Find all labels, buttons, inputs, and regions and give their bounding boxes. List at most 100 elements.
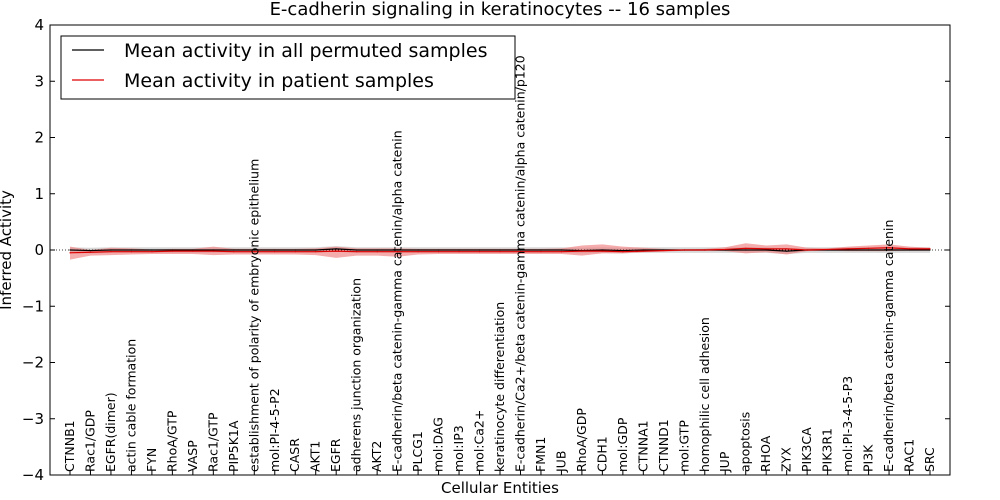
- point-patient: [765, 248, 767, 250]
- y-axis-label: Inferred Activity: [0, 190, 15, 310]
- y-tick-label: −4: [22, 466, 44, 484]
- x-tick-label: FYN: [144, 448, 159, 472]
- plot-frame: [49, 24, 951, 476]
- point-patient: [929, 248, 931, 250]
- x-tick-label: VASP: [185, 440, 200, 472]
- point-patient: [888, 247, 890, 249]
- x-tick-label: CTNNB1: [62, 420, 77, 472]
- x-tick-label: AKT1: [308, 441, 323, 472]
- point-permuted: [233, 249, 235, 251]
- point-patient: [130, 251, 133, 253]
- legend-box: [60, 35, 516, 100]
- point-permuted: [212, 249, 214, 251]
- point-permuted: [315, 249, 317, 251]
- point-permuted: [908, 249, 911, 251]
- y-tick-label: −2: [22, 354, 44, 372]
- x-tick-label: establishment of polarity of embryonic e…: [246, 159, 261, 472]
- legend-label-permuted: Mean activity in all permuted samples: [124, 40, 487, 62]
- point-permuted: [89, 249, 92, 252]
- point-patient: [110, 251, 112, 253]
- x-tick-label: E-cadherin/Ca2+/beta catenin-gamma caten…: [512, 55, 527, 472]
- point-patient: [356, 251, 358, 253]
- point-patient: [192, 250, 194, 252]
- y-tick-label: −3: [22, 410, 44, 428]
- x-tick-label: PIK3CA: [799, 427, 814, 472]
- y-axis-ticks: −4 −3 −2 −1 0 1 2 3 4: [22, 16, 950, 484]
- point-patient: [745, 247, 747, 249]
- point-permuted: [376, 249, 378, 251]
- point-permuted: [458, 249, 460, 251]
- x-tick-label: mol:Ca2+: [472, 410, 487, 472]
- point-permuted: [192, 249, 194, 251]
- x-tick-label: adherens junction organization: [349, 278, 364, 472]
- x-tick-label: keratinocyte differentiation: [492, 302, 507, 472]
- point-permuted: [519, 249, 522, 251]
- y-tick-label: 3: [34, 72, 44, 90]
- x-tick-label: RhoA/GDP: [574, 408, 589, 472]
- x-tick-label: apoptosis: [738, 412, 753, 472]
- point-patient: [294, 251, 296, 253]
- point-patient: [806, 249, 808, 251]
- point-permuted: [499, 249, 501, 251]
- point-permuted: [294, 249, 296, 251]
- point-patient: [151, 251, 153, 253]
- point-permuted: [274, 249, 276, 251]
- x-tick-label: AKT2: [369, 441, 384, 472]
- legend: Mean activity in all permuted samples Me…: [60, 35, 516, 100]
- point-patient: [622, 251, 624, 253]
- x-tick-label: PI3K: [861, 444, 876, 472]
- point-permuted: [560, 249, 563, 251]
- x-tick-label: mol:PI-3-4-5-P3: [840, 376, 855, 472]
- x-tick-label: SRC: [922, 447, 937, 472]
- x-tick-label: homophilic cell adhesion: [697, 317, 712, 472]
- point-permuted: [745, 249, 747, 251]
- x-tick-label: actin cable formation: [123, 339, 138, 472]
- x-axis-label: Cellular Entities: [441, 479, 559, 497]
- x-tick-label: mol:PI-4-5-P2: [267, 388, 282, 472]
- x-tick-label: E-cadherin/beta catenin-gamma catenin: [881, 220, 896, 472]
- x-tick-label: RHOA: [758, 435, 773, 472]
- point-permuted: [847, 249, 849, 251]
- point-patient: [704, 249, 706, 251]
- point-patient: [642, 250, 644, 252]
- point-patient: [437, 251, 440, 253]
- x-tick-label: CASR: [287, 438, 302, 472]
- point-patient: [867, 247, 870, 249]
- legend-label-patient: Mean activity in patient samples: [124, 70, 434, 92]
- point-patient: [335, 250, 337, 252]
- point-patient: [458, 251, 460, 253]
- x-tick-label: E-cadherin/beta catenin-gamma catenin/al…: [390, 130, 405, 472]
- point-patient: [560, 251, 563, 253]
- point-permuted: [335, 248, 337, 250]
- point-permuted: [540, 249, 542, 251]
- chart-title: E-cadherin signaling in keratinocytes --…: [270, 0, 731, 20]
- x-tick-label: Rac1/GDP: [82, 410, 97, 472]
- x-tick-label: EGFR: [328, 438, 343, 472]
- x-tick-label: CTNNA1: [635, 420, 650, 472]
- point-permuted: [356, 249, 358, 251]
- point-permuted: [888, 249, 890, 251]
- point-patient: [847, 248, 849, 250]
- x-tick-label: JUB: [553, 451, 568, 473]
- point-permuted: [253, 249, 255, 251]
- point-patient: [417, 251, 419, 253]
- x-tick-label: RAC1: [902, 439, 917, 472]
- x-tick-label: PLCG1: [410, 431, 425, 472]
- point-patient: [786, 248, 788, 250]
- point-permuted: [110, 249, 112, 251]
- point-permuted: [642, 249, 644, 251]
- point-patient: [519, 251, 522, 253]
- point-patient: [212, 250, 214, 252]
- point-patient: [171, 250, 173, 252]
- y-tick-label: 4: [34, 16, 44, 34]
- point-permuted: [417, 249, 419, 251]
- series-lines: [50, 247, 950, 254]
- x-tick-label: CTNND1: [656, 419, 671, 472]
- x-tick-label: Rac1/GTP: [205, 412, 220, 472]
- y-tick-label: −1: [22, 297, 44, 315]
- point-permuted: [130, 249, 133, 251]
- point-permuted: [765, 249, 767, 251]
- point-patient: [827, 248, 829, 251]
- x-tick-label: PIK3R1: [820, 428, 835, 472]
